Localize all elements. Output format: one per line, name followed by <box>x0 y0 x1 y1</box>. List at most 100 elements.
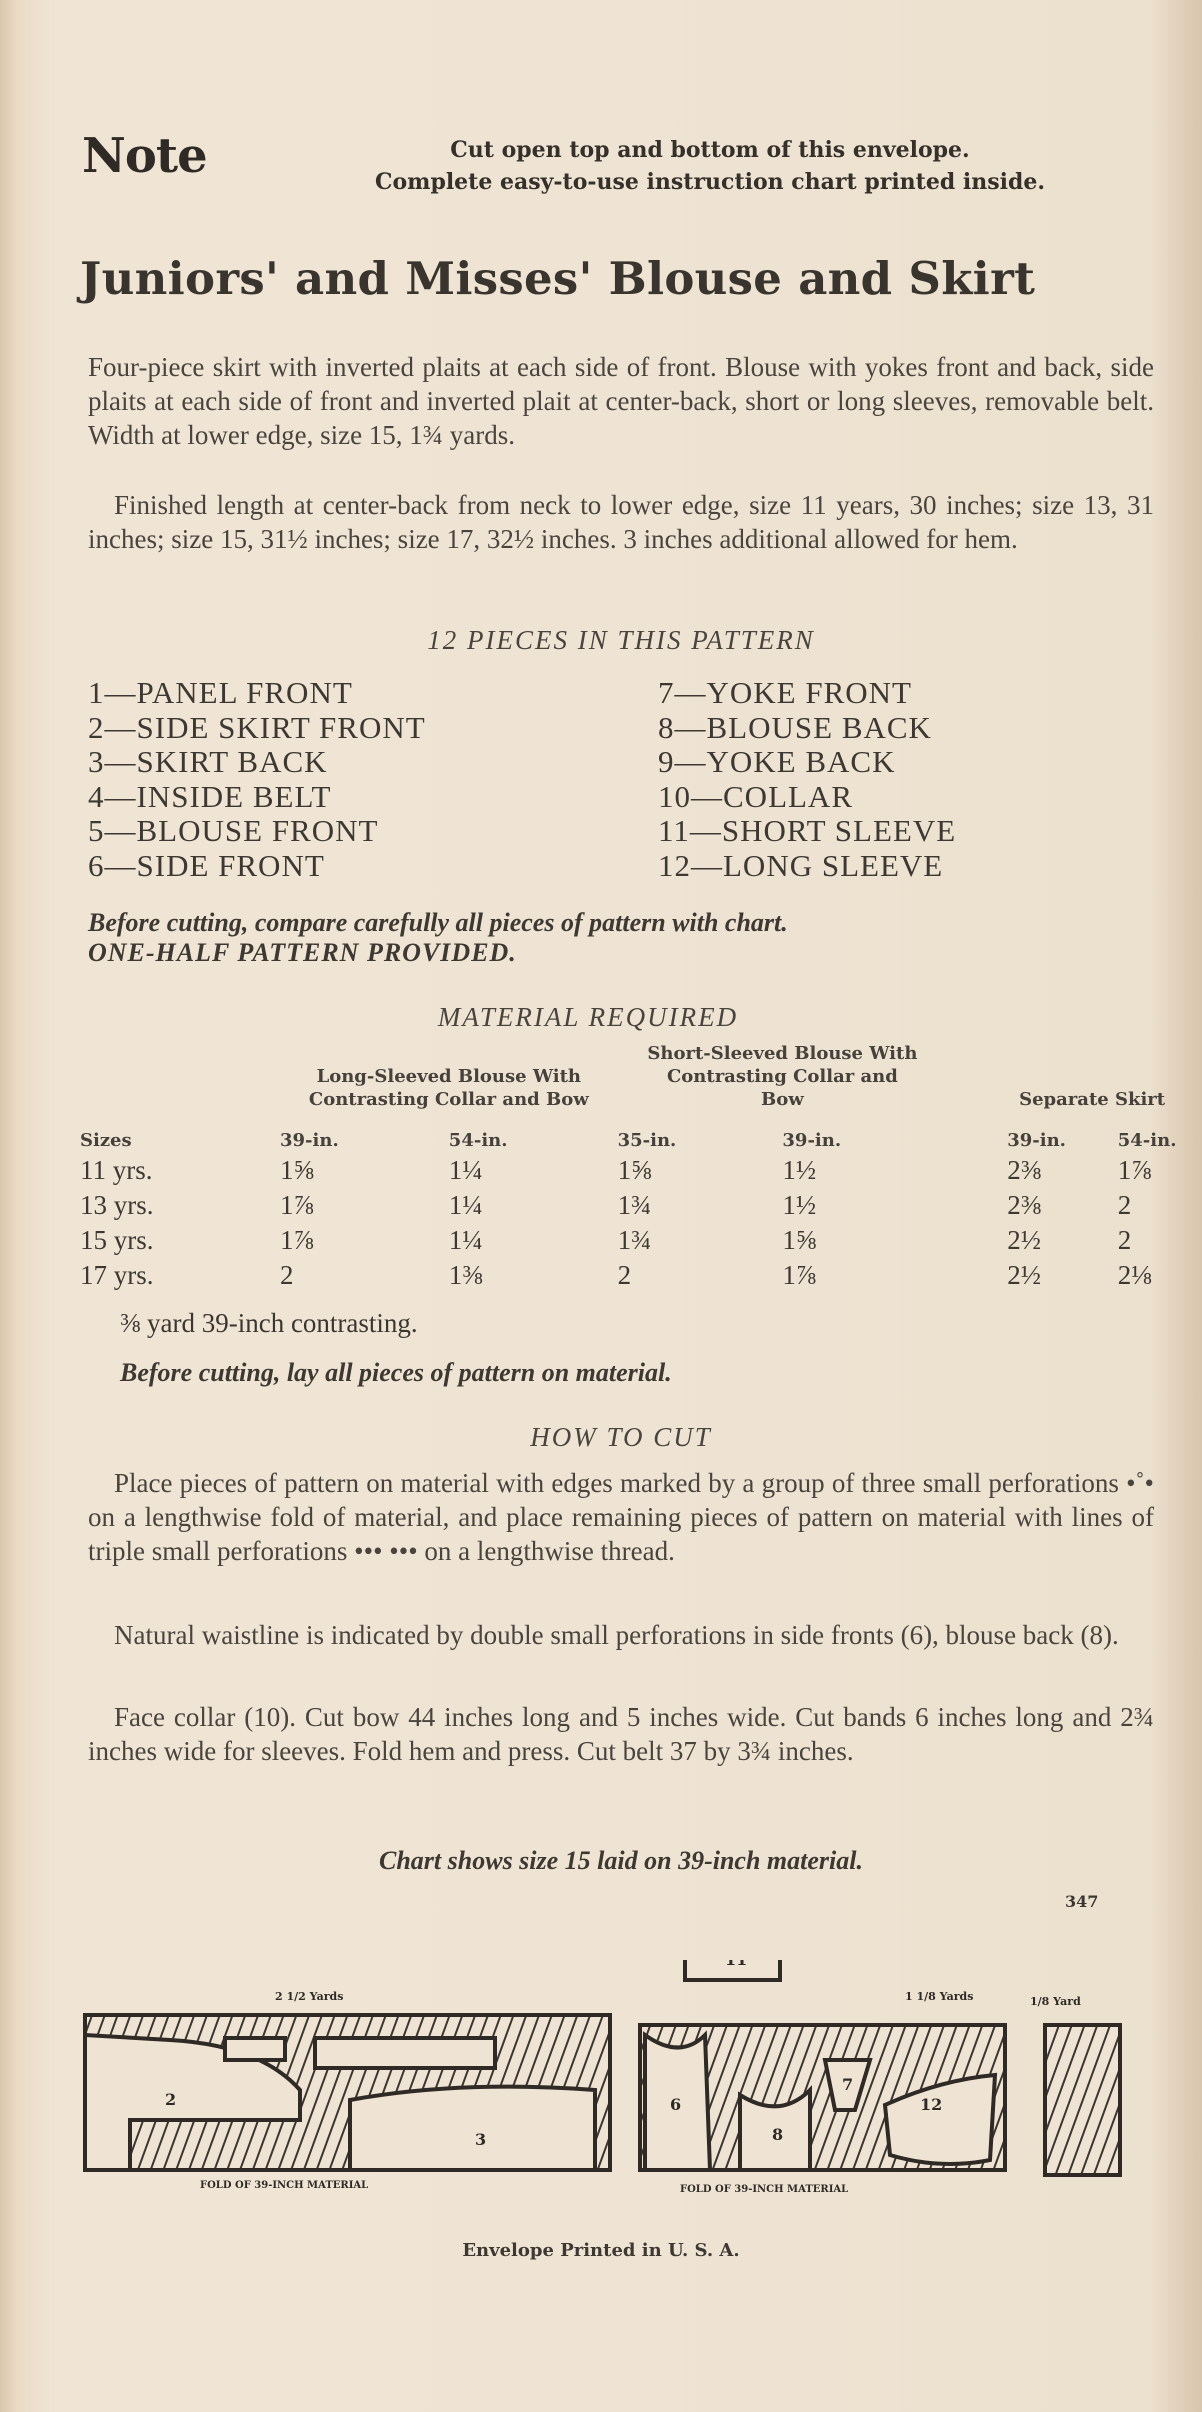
col-header: 54-in. <box>1117 1130 1177 1151</box>
piece-item: 3—SKIRT BACK <box>88 744 328 779</box>
cell: 2 <box>617 1260 632 1290</box>
pieces-heading: 12 PIECES IN THIS PATTERN <box>427 625 815 655</box>
cell: 1¼ <box>448 1190 483 1220</box>
chart-piece-label: 3 <box>475 2130 486 2149</box>
cell: 1¼ <box>448 1225 483 1255</box>
cell: 1⅝ <box>782 1225 817 1255</box>
group-separate-skirt: Separate Skirt <box>1019 1089 1166 1110</box>
piece-item: 11—SHORT SLEEVE <box>658 813 957 848</box>
table-row: 13 yrs. 1⅞ 1¼ 1¾ 1½ 2⅜ 2 <box>80 1186 1202 1221</box>
cell: 1⅞ <box>782 1260 817 1290</box>
cell: 11 yrs. <box>80 1155 153 1185</box>
fold-label: FOLD OF 39-INCH MATERIAL <box>680 2184 848 2195</box>
piece-item: 5—BLOUSE FRONT <box>88 813 379 848</box>
chart-piece-label: 11 <box>725 1960 747 1969</box>
cell: 2⅛ <box>1117 1260 1152 1290</box>
chart-piece-label: 2 <box>165 2090 176 2109</box>
group-long-sleeved: Long-Sleeved Blouse With Contrasting Col… <box>308 1066 589 1110</box>
material-table: Long-Sleeved Blouse With Contrasting Col… <box>80 1042 1202 1291</box>
piece-item: 10—COLLAR <box>658 778 853 814</box>
col-sizes: Sizes <box>80 1130 132 1151</box>
cell: 1⅞ <box>280 1225 314 1255</box>
cell: 1¾ <box>617 1225 652 1255</box>
col-header: 39-in. <box>280 1130 339 1151</box>
yardage-label: 2 1/2 Yards <box>275 1990 343 2003</box>
piece-2-shape <box>83 2032 302 2172</box>
piece-item: 4—INSIDE BELT <box>88 778 332 814</box>
cell: 13 yrs. <box>80 1190 154 1220</box>
cell: 1¾ <box>617 1190 652 1220</box>
cell: 1¼ <box>448 1155 483 1185</box>
table-row: 17 yrs. 2 1⅜ 2 1⅞ 2½ 2⅛ <box>80 1256 1202 1291</box>
cell: 2⅜ <box>1007 1190 1041 1220</box>
lay-pieces-note: Before cutting, lay all pieces of patter… <box>120 1358 672 1387</box>
yardage-label: 1 1/8 Yards <box>905 1990 973 2003</box>
cell: 1⅞ <box>1117 1155 1152 1185</box>
piece-item: 9—YOKE BACK <box>658 744 896 779</box>
col-header: 35-in. <box>617 1130 677 1151</box>
belt-shape <box>223 2036 287 2062</box>
footer-printed: Envelope Printed in U. S. A. <box>462 2240 740 2261</box>
half-pattern-note: ONE-HALF PATTERN PROVIDED. <box>88 938 517 967</box>
cell: 2 <box>1117 1225 1132 1255</box>
how-to-cut-1: Place pieces of pattern on material with… <box>88 1468 1154 1566</box>
piece-item: 8—BLOUSE BACK <box>658 709 932 745</box>
piece-11-shape <box>683 1960 782 1982</box>
table-row: 11 yrs. 1⅝ 1¼ 1⅝ 1½ 2⅜ 1⅞ <box>80 1151 1202 1186</box>
note-text: Cut open top and bottom of this envelope… <box>250 134 1170 198</box>
how-to-cut-heading: HOW TO CUT <box>530 1422 712 1452</box>
description-1: Four-piece skirt with inverted plaits at… <box>88 352 1154 450</box>
material-rect-right <box>1043 2023 1122 2177</box>
group-short-sleeved: Short-Sleeved Blouse With Contrasting Co… <box>647 1043 918 1110</box>
belt-shape <box>313 2036 497 2070</box>
description-2: Finished length at center-back from neck… <box>88 490 1154 554</box>
contrasting-note: ⅜ yard 39-inch contrasting. <box>120 1308 418 1338</box>
note-line-1: Cut open top and bottom of this envelope… <box>450 137 970 163</box>
cell: 1⅞ <box>280 1190 314 1220</box>
piece-7-shape <box>822 2058 873 2112</box>
chart-caption: Chart shows size 15 laid on 39-inch mate… <box>379 1846 863 1875</box>
piece-12-shape <box>882 2072 998 2166</box>
cell: 2 <box>1117 1190 1132 1220</box>
col-header: 39-in. <box>782 1130 842 1151</box>
pieces-list: 1—PANEL FRONT 7—YOKE FRONT 2—SIDE SKIRT … <box>88 675 1148 883</box>
cell: 15 yrs. <box>80 1225 154 1255</box>
cell: 1⅝ <box>280 1155 314 1185</box>
pattern-number: 347 <box>1065 1892 1099 1911</box>
piece-6-shape <box>643 2030 713 2172</box>
cell: 1⅝ <box>617 1155 652 1185</box>
piece-item: 6—SIDE FRONT <box>88 847 325 883</box>
material-heading: MATERIAL REQUIRED <box>437 1002 739 1032</box>
cell: 1⅜ <box>448 1260 483 1290</box>
cell: 1½ <box>782 1190 817 1220</box>
table-row: 15 yrs. 1⅞ 1¼ 1¾ 1⅝ 2½ 2 <box>80 1221 1202 1256</box>
fold-label: FOLD OF 39-INCH MATERIAL <box>200 2180 368 2191</box>
note-label: Note <box>82 128 208 184</box>
col-header: 54-in. <box>448 1130 508 1151</box>
cell: 2½ <box>1007 1260 1041 1290</box>
col-header: 39-in. <box>1007 1130 1066 1151</box>
chart-piece-label: 12 <box>920 2095 942 2114</box>
layout-mid <box>638 1960 1122 2177</box>
chart-piece-label: 8 <box>772 2125 783 2144</box>
page-title: Juniors' and Misses' Blouse and Skirt <box>80 252 1036 305</box>
piece-item: 12—LONG SLEEVE <box>658 847 944 883</box>
cell: 2 <box>280 1260 294 1290</box>
piece-3-shape <box>348 2084 597 2172</box>
cell: 17 yrs. <box>80 1260 154 1290</box>
chart-piece-label: 7 <box>842 2075 853 2094</box>
piece-8-shape <box>738 2085 812 2172</box>
note-line-2: Complete easy-to-use instruction chart p… <box>374 169 1046 195</box>
piece-item: 7—YOKE FRONT <box>658 675 912 710</box>
piece-item: 2—SIDE SKIRT FRONT <box>88 709 426 745</box>
chart-piece-label: 6 <box>670 2095 681 2114</box>
how-to-cut-2: Natural waistline is indicated by double… <box>114 1620 1119 1650</box>
cell: 2⅜ <box>1007 1155 1041 1185</box>
yardage-label: 1/8 Yard <box>1030 1995 1081 2008</box>
piece-item: 1—PANEL FRONT <box>88 675 353 710</box>
cell: 1½ <box>782 1155 817 1185</box>
how-to-cut-3: Face collar (10). Cut bow 44 inches long… <box>88 1702 1154 1766</box>
cutting-layout-chart: 2 3 11 6 8 7 12 2 1/2 Yards 1 1/8 Yards … <box>83 1960 1122 2195</box>
cell: 2½ <box>1007 1225 1041 1255</box>
compare-note: Before cutting, compare carefully all pi… <box>88 908 788 937</box>
